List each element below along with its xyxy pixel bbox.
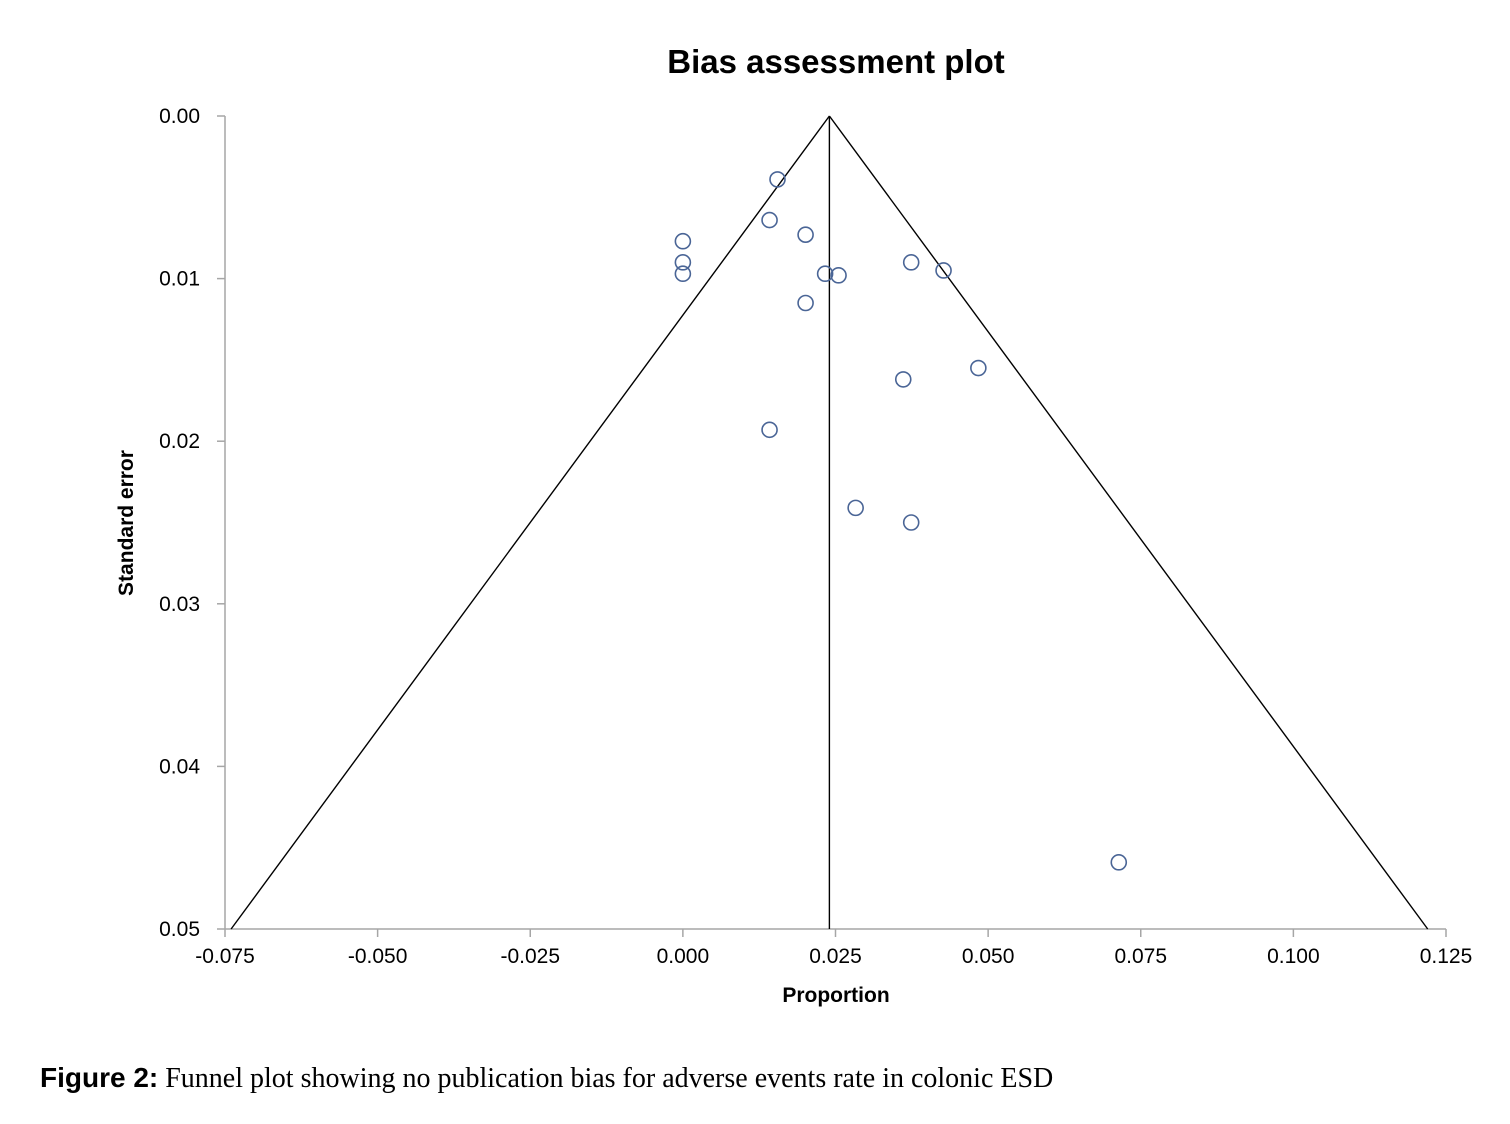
x-tick-label: -0.025: [500, 945, 560, 968]
figure-caption: Figure 2: Funnel plot showing no publica…: [40, 1062, 1053, 1095]
y-tick-label: 0.03: [159, 593, 200, 616]
y-tick-label: 0.05: [159, 918, 200, 941]
data-point: [830, 267, 847, 284]
data-point: [761, 211, 778, 229]
data-point: [1110, 854, 1128, 871]
funnel-plot: Bias assessment plot -0.075 -0.050 -0.025 0…: [115, 43, 1472, 1007]
x-tick-label: -0.075: [195, 945, 255, 968]
data-point: [761, 421, 778, 439]
data-point: [797, 294, 814, 312]
y-tick-label: 0.04: [159, 755, 200, 778]
y-tick-label: 0.02: [159, 430, 200, 453]
data-point: [902, 254, 920, 271]
y-tick-label: 0.01: [159, 268, 200, 291]
data-point: [816, 265, 834, 283]
data-point: [902, 514, 920, 531]
funnel-left-line: [230, 115, 830, 930]
x-axis-label: Proportion: [782, 984, 889, 1007]
x-tick-label: 0.025: [809, 945, 862, 968]
funnel-lines: [230, 115, 1429, 930]
x-tick-label: 0.100: [1267, 945, 1320, 968]
x-tick-label: 0.125: [1420, 945, 1473, 968]
data-point: [847, 499, 864, 517]
data-point: [674, 254, 692, 271]
y-tick-label: 0.00: [159, 105, 200, 128]
chart-title: Bias assessment plot: [667, 43, 1004, 80]
x-tick-label: 0.050: [962, 945, 1015, 968]
data-point: [674, 265, 692, 283]
x-tick-label: -0.050: [348, 945, 408, 968]
x-tick-labels: -0.075 -0.050 -0.025 0.000 0.025 0.050 0.075 0.…: [195, 945, 1472, 968]
x-tick-label: 0.075: [1114, 945, 1167, 968]
y-tick-labels: 0.00 0.01 0.02 0.03 0.04 0.05: [159, 105, 200, 941]
x-tick-label: 0.000: [657, 945, 710, 968]
data-point: [970, 359, 987, 377]
data-point: [935, 262, 952, 279]
data-point: [674, 232, 692, 250]
data-points: [674, 171, 1128, 871]
axes: [217, 115, 1447, 937]
caption-text: Funnel plot showing no publication bias …: [165, 1063, 1054, 1094]
data-point: [769, 171, 786, 188]
data-point: [797, 226, 814, 243]
data-point: [894, 371, 912, 388]
funnel-right-line: [828, 115, 1429, 930]
caption-label: Figure 2:: [40, 1062, 159, 1093]
y-axis-label: Standard error: [115, 450, 138, 596]
